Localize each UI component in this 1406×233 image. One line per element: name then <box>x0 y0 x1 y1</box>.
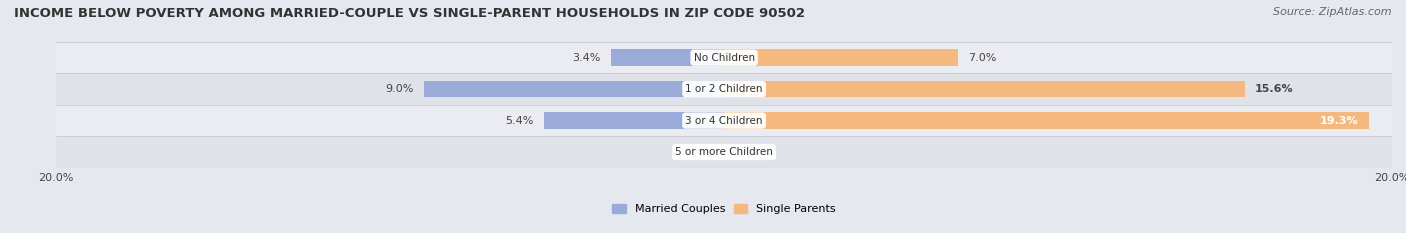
Bar <box>56 73 1392 105</box>
Legend: Married Couples, Single Parents: Married Couples, Single Parents <box>607 199 841 219</box>
Bar <box>56 42 1392 73</box>
Text: No Children: No Children <box>693 53 755 63</box>
Bar <box>423 81 724 97</box>
Text: 15.6%: 15.6% <box>1256 84 1294 94</box>
Text: 0.0%: 0.0% <box>686 147 714 157</box>
Bar <box>724 49 957 66</box>
Bar <box>56 105 1392 136</box>
Text: 3 or 4 Children: 3 or 4 Children <box>685 116 763 126</box>
Bar <box>56 136 1392 168</box>
Text: Source: ZipAtlas.com: Source: ZipAtlas.com <box>1274 7 1392 17</box>
Text: 3.4%: 3.4% <box>572 53 600 63</box>
Text: INCOME BELOW POVERTY AMONG MARRIED-COUPLE VS SINGLE-PARENT HOUSEHOLDS IN ZIP COD: INCOME BELOW POVERTY AMONG MARRIED-COUPL… <box>14 7 806 20</box>
Text: 0.0%: 0.0% <box>734 147 762 157</box>
Text: 9.0%: 9.0% <box>385 84 413 94</box>
Bar <box>610 49 724 66</box>
Bar <box>544 112 724 129</box>
Bar <box>724 112 1368 129</box>
Text: 19.3%: 19.3% <box>1320 116 1358 126</box>
Text: 5 or more Children: 5 or more Children <box>675 147 773 157</box>
Text: 7.0%: 7.0% <box>967 53 997 63</box>
Text: 5.4%: 5.4% <box>505 116 534 126</box>
Text: 1 or 2 Children: 1 or 2 Children <box>685 84 763 94</box>
Bar <box>724 81 1246 97</box>
